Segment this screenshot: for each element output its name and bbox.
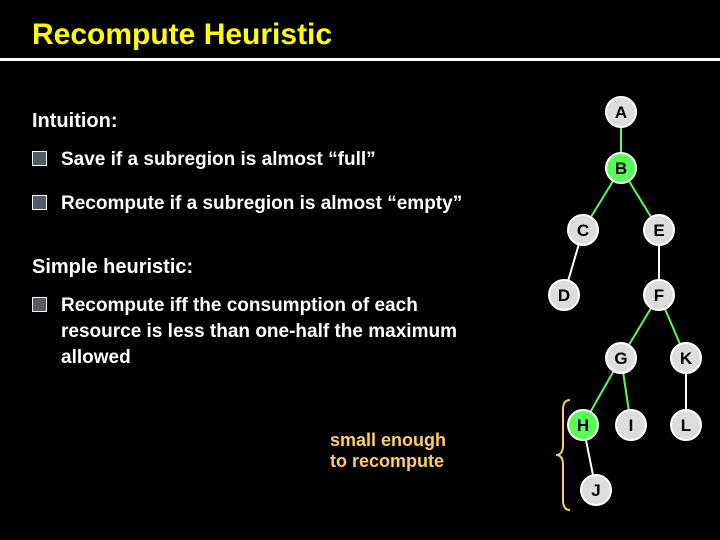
tree-node-label: L bbox=[681, 416, 691, 435]
bullet-text: Recompute iff the consumption of each re… bbox=[61, 293, 482, 370]
tree-node-label: E bbox=[653, 221, 664, 240]
tree-node-label: I bbox=[629, 416, 634, 435]
tree-node-label: G bbox=[614, 349, 627, 368]
bullet-text: Save if a subregion is almost “full” bbox=[61, 147, 376, 173]
bullet-text: Recompute if a subregion is almost “empt… bbox=[61, 191, 462, 217]
bullet-icon bbox=[32, 195, 47, 210]
annotation-line1: small enough bbox=[330, 430, 446, 450]
tree-node-label: D bbox=[558, 286, 570, 305]
title-rule bbox=[0, 58, 720, 61]
intuition-label: Intuition: bbox=[32, 110, 482, 133]
tree-node-label: B bbox=[615, 159, 627, 178]
bullet-icon bbox=[32, 151, 47, 166]
tree-node-label: K bbox=[680, 349, 693, 368]
annotation-label: small enough to recompute bbox=[330, 430, 446, 472]
annotation-line2: to recompute bbox=[330, 451, 444, 471]
content-block: Intuition: Save if a subregion is almost… bbox=[32, 110, 482, 388]
slide: Recompute Heuristic Intuition: Save if a… bbox=[0, 0, 720, 540]
tree-node-label: J bbox=[591, 481, 600, 500]
bullet-row: Recompute iff the consumption of each re… bbox=[32, 293, 482, 370]
bullet-icon bbox=[32, 297, 47, 312]
tree-node-label: H bbox=[577, 416, 589, 435]
tree-diagram: A B C E D F G K H I L J bbox=[536, 90, 706, 530]
tree-node-label: F bbox=[654, 286, 664, 305]
bullet-row: Save if a subregion is almost “full” bbox=[32, 147, 482, 173]
brace-icon bbox=[556, 400, 570, 510]
tree-node-label: A bbox=[615, 103, 627, 122]
slide-title: Recompute Heuristic bbox=[0, 0, 720, 58]
tree-node-label: C bbox=[577, 221, 589, 240]
bullet-row: Recompute if a subregion is almost “empt… bbox=[32, 191, 482, 217]
heuristic-label: Simple heuristic: bbox=[32, 256, 482, 279]
